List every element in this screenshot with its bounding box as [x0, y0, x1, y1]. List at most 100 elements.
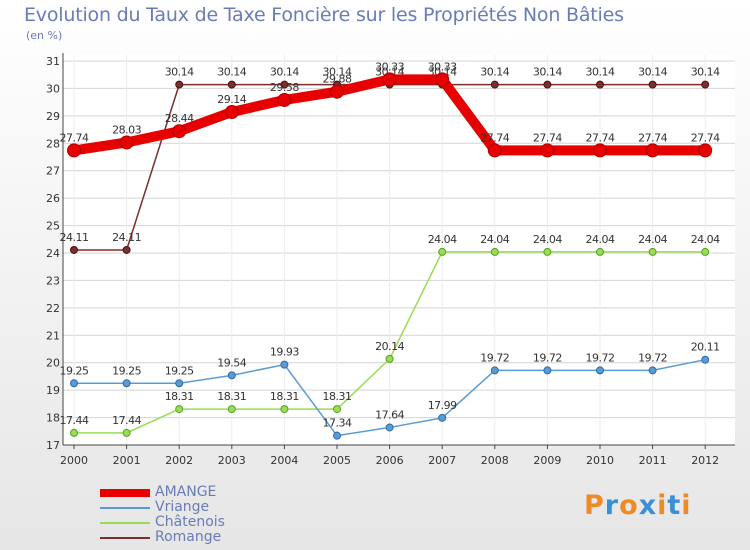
data-label: 30.14: [638, 66, 667, 79]
legend-label: Vriange: [155, 499, 210, 515]
data-point: [70, 379, 78, 388]
y-tick-label: 17: [46, 439, 60, 452]
data-label: 30.14: [533, 66, 562, 79]
data-label: 27.74: [691, 131, 720, 144]
legend-swatch: [100, 507, 150, 509]
data-label: 19.25: [60, 364, 89, 377]
data-point: [67, 143, 81, 158]
proxiti-logo: Proxiti: [584, 490, 692, 521]
data-label: 24.04: [638, 233, 667, 246]
data-label: 19.25: [165, 364, 194, 377]
data-label: 27.74: [480, 131, 509, 144]
data-point: [277, 92, 292, 107]
data-point: [648, 366, 657, 375]
data-point: [593, 143, 607, 158]
logo-letter: P: [584, 490, 605, 521]
data-label: 24.11: [112, 231, 141, 244]
data-label: 29.88: [323, 73, 352, 86]
data-label: 18.31: [217, 390, 246, 403]
data-label: 19.72: [638, 351, 667, 364]
y-tick-label: 26: [46, 192, 60, 205]
data-label: 20.11: [691, 341, 720, 354]
y-tick-label: 19: [46, 384, 60, 397]
logo-letter: t: [667, 490, 682, 521]
data-label: 24.04: [533, 233, 562, 246]
y-tick-label: 27: [46, 165, 60, 178]
x-tick-label: 2011: [639, 454, 667, 467]
y-tick-label: 18: [46, 412, 60, 425]
data-point: [701, 355, 710, 364]
data-label: 24.04: [586, 233, 615, 246]
logo-letter: x: [638, 490, 658, 521]
data-point: [175, 405, 184, 414]
data-point: [438, 413, 447, 422]
y-tick-label: 24: [46, 247, 60, 260]
series-chtenois: 17.44 17.44 18.31 18.31 18.31 18.31 20.14 24.04…: [60, 233, 721, 437]
data-label: 30.14: [691, 66, 720, 79]
data-label: 29.58: [270, 81, 299, 94]
plot-area: [63, 55, 735, 445]
y-tick-label: 28: [46, 137, 60, 150]
data-point: [385, 354, 394, 363]
data-point: [435, 72, 450, 87]
data-label: 24.04: [480, 233, 509, 246]
data-label: 24.11: [60, 231, 89, 244]
data-point: [330, 84, 344, 99]
data-point: [490, 366, 499, 375]
data-label: 17.64: [375, 408, 404, 421]
x-tick-label: 2010: [586, 454, 614, 467]
data-label: 17.44: [112, 414, 141, 427]
data-label: 30.33: [375, 60, 404, 73]
data-point: [540, 143, 555, 158]
data-point: [543, 247, 552, 256]
data-point: [227, 80, 236, 89]
logo-letter: r: [604, 490, 620, 521]
legend-label: AMANGE: [155, 484, 217, 500]
data-label: 17.99: [428, 399, 457, 412]
data-point: [648, 80, 657, 89]
x-tick-label: 2000: [60, 454, 88, 467]
data-point: [280, 405, 289, 414]
x-tick-label: 2001: [113, 454, 141, 467]
data-point: [70, 245, 78, 254]
data-label: 27.74: [586, 131, 615, 144]
data-point: [175, 379, 184, 388]
chart-title: Evolution du Taux de Taxe Foncière sur l…: [24, 4, 624, 26]
data-point: [224, 105, 239, 120]
data-point: [596, 366, 604, 375]
logo-letter: i: [681, 490, 692, 521]
data-point: [648, 247, 657, 256]
data-point: [227, 405, 236, 414]
legend-swatch: [100, 537, 150, 539]
data-point: [333, 431, 341, 440]
data-label: 19.72: [586, 351, 615, 364]
data-point: [122, 245, 131, 254]
data-point: [172, 124, 187, 139]
x-tick-label: 2008: [481, 454, 509, 467]
y-tick-label: 21: [46, 329, 60, 342]
data-point: [122, 379, 131, 388]
data-label: 24.04: [428, 233, 457, 246]
data-label: 30.14: [480, 66, 509, 79]
data-point: [596, 80, 604, 89]
x-tick-label: 2005: [323, 454, 351, 467]
data-point: [119, 135, 134, 150]
data-label: 30.33: [428, 60, 457, 73]
y-tick-label: 30: [46, 82, 60, 95]
data-label: 29.14: [217, 93, 246, 106]
data-point: [70, 428, 78, 437]
x-tick-label: 2003: [218, 454, 246, 467]
data-point: [645, 143, 660, 158]
data-label: 24.04: [691, 233, 720, 246]
data-label: 17.34: [323, 417, 352, 430]
legend-label: Châtenois: [155, 514, 225, 530]
data-label: 18.31: [323, 390, 352, 403]
data-label: 19.54: [217, 356, 246, 369]
data-label: 28.44: [165, 112, 194, 125]
data-point: [280, 80, 289, 89]
y-tick-label: 29: [46, 110, 60, 123]
data-label: 18.31: [270, 390, 299, 403]
logo-letter: o: [619, 490, 639, 521]
y-tick-label: 23: [46, 274, 60, 287]
data-label: 30.14: [586, 66, 615, 79]
